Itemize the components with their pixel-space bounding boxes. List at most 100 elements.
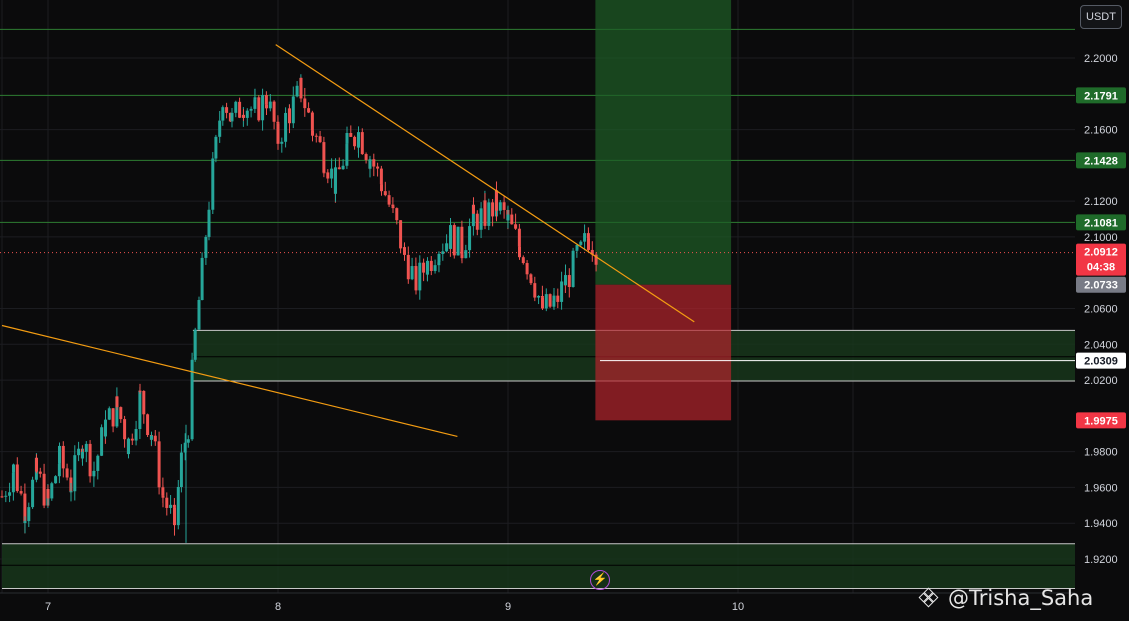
lightning-icon[interactable]: ⚡ — [590, 570, 610, 590]
candle-body — [310, 112, 314, 131]
candle-body — [429, 260, 433, 272]
price-tag — [1076, 412, 1126, 429]
candle-body — [368, 159, 372, 169]
candle-body — [150, 435, 153, 440]
candle-body — [291, 96, 295, 124]
candle-body — [575, 244, 579, 250]
candle-body — [548, 294, 552, 307]
candle-body — [234, 101, 238, 113]
candle-body — [360, 132, 364, 155]
candle-body — [50, 483, 54, 499]
candle-body — [326, 172, 330, 179]
candle-body — [200, 257, 204, 301]
candle-body — [173, 507, 176, 526]
candle-body — [399, 220, 403, 249]
candle-body — [238, 101, 242, 118]
candle-body — [583, 233, 587, 242]
candle-body — [58, 445, 61, 464]
candle-body — [69, 491, 73, 493]
candle-body — [115, 396, 119, 408]
y-tick-label: 2.1600 — [1084, 125, 1118, 137]
candle-body — [460, 254, 464, 259]
candle-body — [127, 438, 130, 455]
candle-body — [11, 472, 15, 493]
demand-zone-lower — [1, 543, 1075, 589]
candle-body — [529, 274, 533, 278]
candle-body — [92, 470, 96, 472]
candle-body — [433, 265, 437, 272]
candle-body — [341, 165, 345, 170]
candle-body — [464, 250, 468, 259]
time-axis-bg — [0, 593, 1075, 621]
candle-body — [179, 452, 183, 488]
candle-body — [330, 168, 334, 179]
candle-body — [288, 108, 291, 124]
candle-body — [253, 99, 257, 109]
candle-body — [560, 281, 564, 302]
candle-body — [138, 390, 142, 430]
candle-body — [172, 504, 176, 508]
candle-body — [571, 250, 575, 288]
price-axis-bg — [1075, 0, 1129, 621]
candle-body — [460, 226, 464, 255]
plot-area — [0, 0, 1075, 593]
candle-body — [445, 243, 449, 252]
candle-body — [23, 521, 27, 523]
candle-body — [380, 184, 383, 192]
candle-body — [107, 408, 111, 420]
candle-body — [119, 407, 123, 420]
candle-body — [12, 464, 15, 473]
candle-body — [437, 253, 441, 263]
candle-body — [441, 251, 445, 254]
candle-body — [276, 123, 280, 144]
price-tag — [1076, 352, 1126, 369]
candle-body — [104, 419, 107, 437]
candle-body — [468, 226, 472, 251]
candle-body — [197, 300, 201, 330]
candle-body — [161, 495, 165, 498]
candle-body — [510, 214, 514, 225]
candle-body — [4, 495, 8, 497]
candles — [0, 74, 598, 543]
candle-body — [299, 77, 303, 99]
candle-body — [214, 136, 218, 159]
candle-body — [337, 167, 341, 170]
candle-body — [410, 266, 414, 280]
candle-body — [303, 98, 307, 109]
candle-body — [130, 438, 134, 441]
candle-body — [518, 246, 521, 258]
candle-body — [207, 209, 211, 237]
watermark: @Trisha_Saha — [918, 584, 1094, 612]
candle-body — [372, 159, 376, 167]
candle-body — [391, 206, 395, 209]
candle-body — [541, 297, 544, 309]
currency-selector-button[interactable]: USDT — [1080, 5, 1122, 29]
candle-body — [383, 191, 387, 196]
price-tag-value: 2.1791 — [1084, 90, 1118, 102]
y-tick-label: 1.9600 — [1084, 482, 1118, 494]
candle-body — [487, 202, 491, 226]
candle-body — [134, 429, 138, 441]
x-tick-label: 10 — [732, 601, 744, 613]
price-tag — [1076, 214, 1126, 231]
candle-body — [249, 108, 253, 111]
binance-logo-icon — [918, 587, 939, 608]
price-tag-value: 2.0733 — [1084, 280, 1118, 292]
candle-body — [422, 262, 426, 273]
candle-body — [146, 414, 150, 436]
candle-body — [115, 396, 119, 427]
candle-body — [552, 295, 556, 301]
price-tag — [1076, 276, 1126, 293]
candle-body — [525, 263, 529, 275]
candle-body — [307, 108, 311, 113]
candle-body — [533, 283, 537, 298]
watermark-handle: @Trisha_Saha — [948, 586, 1094, 610]
price-tag — [1076, 152, 1126, 169]
candle-body — [27, 507, 31, 522]
candle-body — [268, 101, 272, 109]
candle-body — [564, 275, 567, 286]
candle-body — [544, 294, 548, 309]
stop-zone — [595, 284, 732, 421]
